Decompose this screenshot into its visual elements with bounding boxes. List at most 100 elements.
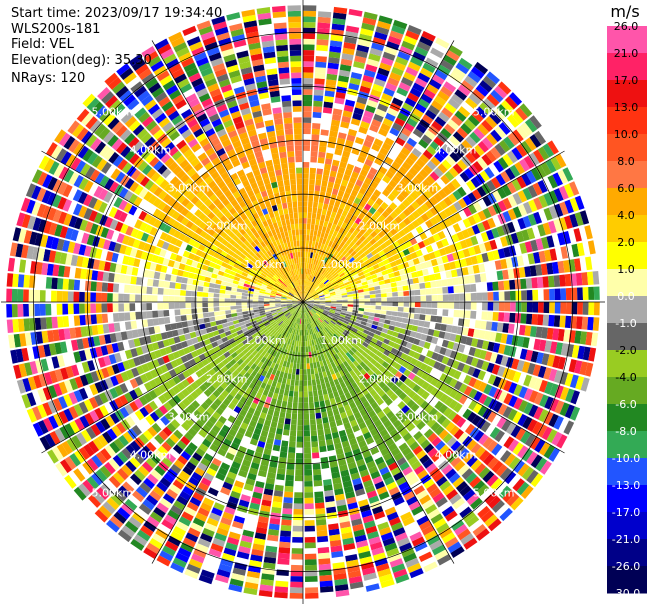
velocity-gate	[366, 361, 374, 369]
velocity-gate	[170, 359, 179, 369]
velocity-gate	[329, 261, 335, 267]
velocity-gate	[231, 316, 239, 321]
velocity-gate	[72, 189, 83, 202]
velocity-gate	[308, 304, 314, 308]
velocity-gate	[382, 452, 393, 462]
velocity-gate	[207, 302, 214, 307]
velocity-gate	[64, 474, 77, 489]
velocity-gate	[449, 425, 460, 436]
velocity-gate	[278, 457, 287, 464]
velocity-gate	[169, 252, 178, 261]
velocity-gate	[361, 474, 372, 483]
velocity-gate	[305, 285, 309, 292]
velocity-gate	[367, 198, 375, 207]
velocity-gate	[471, 224, 481, 235]
velocity-gate	[339, 521, 351, 529]
velocity-gate	[351, 381, 358, 389]
velocity-gate	[157, 287, 164, 295]
velocity-gate	[245, 333, 252, 339]
velocity-gate	[554, 288, 561, 301]
velocity-gate	[407, 259, 415, 267]
velocity-gate	[412, 162, 422, 173]
velocity-gate	[349, 362, 356, 370]
velocity-gate	[345, 231, 352, 239]
velocity-gate	[212, 381, 220, 390]
velocity-gate	[93, 185, 104, 198]
velocity-gate	[319, 316, 325, 321]
velocity-gate	[73, 403, 84, 417]
velocity-gate	[306, 352, 309, 358]
velocity-gate	[311, 291, 317, 296]
velocity-gate	[357, 271, 365, 277]
velocity-gate	[236, 269, 243, 275]
velocity-gate	[324, 90, 335, 98]
velocity-gate	[411, 219, 420, 228]
velocity-gate	[351, 202, 359, 210]
velocity-gate	[180, 542, 194, 553]
velocity-gate	[329, 539, 342, 547]
velocity-gate	[73, 468, 86, 482]
velocity-gate	[560, 343, 569, 356]
velocity-gate	[540, 162, 552, 176]
velocity-gate	[247, 374, 255, 382]
velocity-gate	[286, 299, 292, 301]
velocity-gate	[191, 400, 201, 409]
velocity-gate	[168, 288, 175, 296]
velocity-gate	[6, 273, 14, 287]
velocity-gate	[291, 302, 298, 304]
velocity-gate	[145, 415, 156, 426]
velocity-gate	[298, 341, 301, 347]
velocity-gate	[281, 330, 287, 336]
velocity-gate	[147, 318, 154, 327]
velocity-gate	[41, 330, 49, 344]
velocity-gate	[381, 269, 389, 276]
velocity-gate	[512, 411, 523, 424]
velocity-gate	[526, 451, 538, 465]
velocity-gate	[405, 195, 415, 204]
velocity-gate	[226, 317, 233, 323]
velocity-gate	[329, 310, 335, 314]
velocity-gate	[438, 363, 447, 373]
velocity-gate	[348, 349, 355, 356]
velocity-gate	[249, 282, 256, 287]
velocity-gate	[397, 263, 404, 271]
velocity-gate	[388, 486, 400, 496]
velocity-gate	[522, 416, 533, 430]
velocity-gate	[338, 69, 351, 78]
velocity-gate	[122, 255, 130, 265]
velocity-gate	[478, 381, 488, 393]
velocity-gate	[153, 246, 162, 256]
velocity-gate	[185, 302, 192, 309]
velocity-gate	[112, 303, 119, 312]
velocity-gate	[345, 271, 352, 277]
velocity-gate	[370, 222, 378, 231]
velocity-gate	[111, 342, 120, 353]
velocity-gate	[247, 472, 257, 481]
velocity-gate	[382, 433, 392, 443]
velocity-gate	[361, 115, 372, 124]
velocity-gate	[562, 230, 571, 245]
velocity-gate	[329, 321, 335, 327]
velocity-gate	[192, 491, 204, 502]
velocity-gate	[263, 488, 274, 496]
velocity-gate	[491, 443, 503, 456]
velocity-gate	[331, 113, 342, 121]
velocity-gate	[304, 274, 306, 280]
velocity-gate	[140, 303, 147, 311]
velocity-gate	[459, 302, 466, 310]
velocity-gate	[359, 361, 367, 369]
velocity-gate	[459, 171, 470, 183]
velocity-gate	[241, 459, 252, 468]
velocity-gate	[313, 247, 318, 254]
velocity-gate	[275, 302, 281, 304]
velocity-gate	[250, 497, 262, 505]
velocity-gate	[195, 543, 209, 553]
velocity-gate	[220, 443, 230, 452]
velocity-gate	[207, 292, 214, 298]
velocity-gate	[336, 365, 343, 372]
velocity-gate	[69, 420, 80, 434]
velocity-gate	[355, 232, 363, 240]
velocity-gate	[433, 329, 440, 338]
velocity-gate	[474, 61, 489, 75]
velocity-gate	[459, 258, 468, 268]
